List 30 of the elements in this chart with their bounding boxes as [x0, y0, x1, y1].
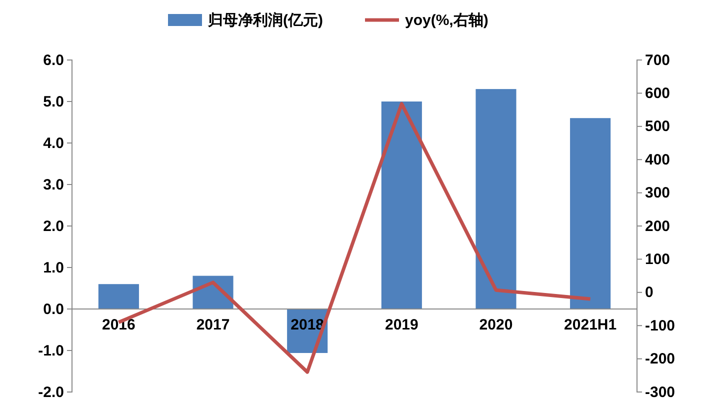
y2-tick-label: 300	[645, 184, 670, 202]
y2-tick-label: 200	[645, 218, 670, 235]
bar	[476, 89, 516, 309]
x-tick-label: 2020	[479, 316, 513, 334]
y-tick-label: 5.0	[43, 93, 64, 110]
y2-tick-label: 100	[645, 251, 670, 268]
y2-tick-label: -300	[645, 384, 676, 401]
legend-label: 归母净利润(亿元)	[207, 11, 323, 29]
x-tick-label: 2017	[196, 316, 230, 334]
y-tick-label: 0.0	[43, 300, 64, 318]
x-tick-label: 2019	[384, 316, 418, 334]
y-tick-label: 4.0	[43, 134, 64, 152]
bar	[381, 102, 422, 309]
y-tick-label: 6.0	[43, 52, 64, 69]
y2-tick-label: 600	[645, 85, 670, 102]
y-tick-label: 1.0	[43, 259, 64, 276]
y-tick-label: -2.0	[38, 384, 64, 401]
y-tick-label: 3.0	[43, 176, 64, 194]
legend-label: yoy(%,右轴)	[405, 12, 488, 29]
y2-tick-label: 500	[645, 118, 670, 136]
y2-tick-label: 0	[645, 284, 654, 302]
y-tick-label: 2.0	[43, 218, 64, 235]
y-tick-label: -1.0	[38, 342, 64, 360]
y2-tick-label: -200	[645, 350, 676, 368]
bar	[98, 284, 139, 309]
x-tick-label: 2021H1	[564, 316, 617, 334]
y2-tick-label: -100	[645, 317, 676, 334]
bar	[570, 118, 611, 309]
y2-tick-label: 700	[645, 52, 670, 69]
y2-tick-label: 400	[645, 151, 670, 168]
